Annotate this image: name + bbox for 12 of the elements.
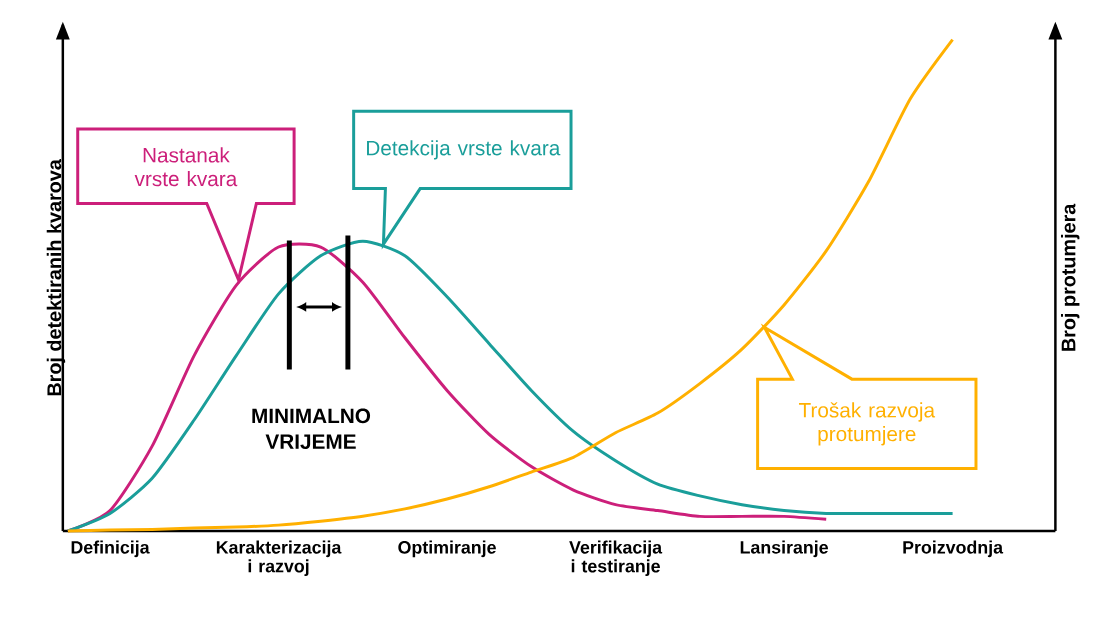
- y-axis-title: Broj detektiranih kvarova: [46, 158, 66, 396]
- x-tick-label: Definicija: [71, 540, 150, 557]
- x-tick-label: Karakterizacija i razvoj: [216, 540, 342, 576]
- text: Trošak razvoja protumjere: [798, 402, 936, 446]
- x-tick-label: Verifikacija i testiranje: [569, 540, 663, 576]
- x-tick-label: Lansiranje: [740, 540, 828, 557]
- x-tick-label: Optimiranje: [398, 540, 496, 557]
- x-tick-label: Proizvodnja: [903, 540, 1004, 557]
- annotation: MINIMALNO VRIJEME: [252, 408, 371, 449]
- text: Nastanak vrste kvara: [134, 147, 238, 187]
- text: Detekcija vrste kvara: [367, 140, 561, 160]
- y2-axis-title: Broj protumjera: [1060, 203, 1080, 351]
